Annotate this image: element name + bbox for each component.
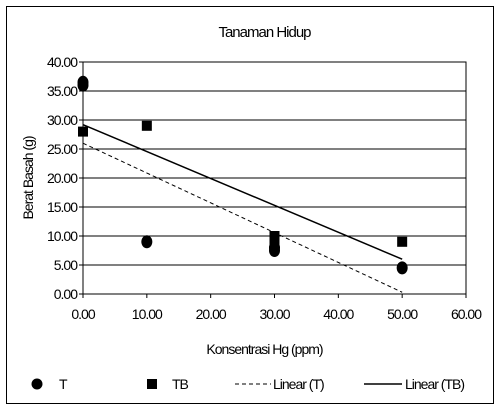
y-tick-label: 10.00 (47, 228, 78, 244)
legend: T TB Linear (T) Linear (TB) (31, 376, 465, 392)
legend-label-linear-tb: Linear (TB) (405, 376, 464, 392)
x-tick-label: 0.00 (71, 306, 95, 322)
y-axis-title: Berat Basah (g) (20, 136, 36, 219)
legend-label-t: T (59, 376, 68, 392)
grid-layer (83, 61, 466, 295)
y-tick-label: 0.00 (54, 286, 78, 302)
chart-title: Tanaman Hidup (218, 24, 311, 41)
legend-marker-t (31, 378, 43, 390)
trendline-layer (82, 123, 403, 293)
y-tick-label: 30.00 (47, 112, 78, 128)
chart-frame: 0.00 5.00 10.00 15.00 20.00 25.00 30.00 35.00 40… (6, 6, 494, 404)
legend-label-linear-t: Linear (T) (273, 376, 324, 392)
legend-label-tb: TB (172, 376, 189, 392)
y-tick-label: 15.00 (47, 199, 78, 215)
data-point-tb (78, 126, 88, 137)
x-tick-label: 30.00 (259, 306, 290, 322)
y-tick-label: 20.00 (47, 170, 78, 186)
x-axis-title: Konsentrasi Hg (ppm) (206, 341, 323, 357)
y-tick-label: 5.00 (54, 257, 78, 273)
x-tick-label: 20.00 (196, 306, 227, 322)
data-point-layer (77, 75, 408, 275)
data-point-tb (397, 236, 408, 247)
data-point-t (141, 235, 153, 249)
legend-marker-tb (147, 379, 157, 389)
data-point-t (396, 261, 408, 275)
x-tick-label: 60.00 (451, 306, 482, 322)
data-point-t (77, 78, 89, 92)
y-tick-label: 25.00 (47, 141, 78, 157)
trendline-linear-tb (82, 123, 403, 260)
data-point-tb (269, 236, 280, 247)
x-tick-label: 40.00 (323, 306, 354, 322)
data-point-tb (141, 120, 152, 131)
chart-svg: 0.00 5.00 10.00 15.00 20.00 25.00 30.00 35.00 40… (20, 24, 483, 392)
data-point-tb (269, 231, 280, 241)
trendline-linear-t (82, 142, 403, 293)
y-tick-label: 40.00 (47, 54, 78, 70)
x-tick-label: 10.00 (132, 306, 163, 322)
y-tick-label: 35.00 (47, 83, 78, 99)
x-tick-label: 50.00 (387, 306, 418, 322)
tick-layer: 0.00 5.00 10.00 15.00 20.00 25.00 30.00 35.00 40… (47, 54, 483, 322)
